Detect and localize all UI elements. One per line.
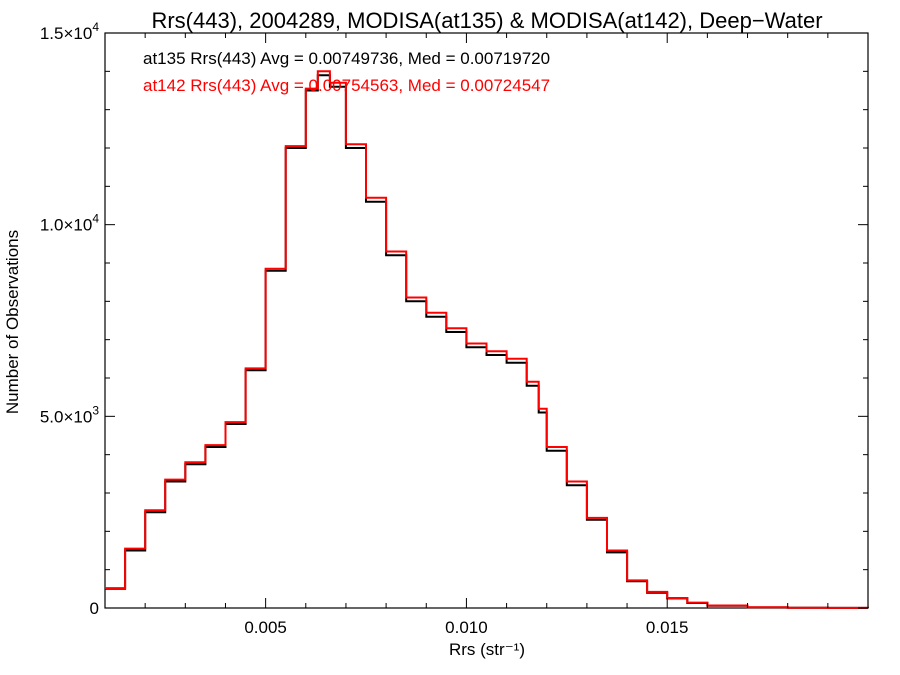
x-axis: 0.005 0.010 0.015	[104, 33, 869, 637]
y-tick-label: 1.5×104	[40, 20, 99, 43]
y-tick-label: 5.0×103	[40, 403, 99, 426]
x-tick-label: 0.015	[646, 618, 689, 637]
plot-border	[104, 32, 869, 609]
legend: at135 Rrs(443) Avg = 0.00749736, Med = 0…	[143, 49, 550, 95]
legend-entry-1: at135 Rrs(443) Avg = 0.00749736, Med = 0…	[143, 49, 550, 68]
legend-entry-2: at142 Rrs(443) Avg = 0.00754563, Med = 0…	[143, 76, 550, 95]
x-axis-label: Rrs (str⁻¹)	[449, 640, 525, 659]
y-axis-label: Number of Observations	[3, 230, 22, 414]
y-tick-label: 1.0×104	[40, 212, 99, 235]
y-tick-mantissa: 0	[90, 599, 99, 618]
x-tick-label: 0.010	[445, 618, 488, 637]
plot-frame	[104, 32, 869, 609]
y-tick-exponent: 4	[92, 20, 99, 34]
y-tick-mantissa: 1.5×10	[40, 24, 92, 43]
y-tick-exponent: 4	[92, 212, 99, 226]
chart-title: Rrs(443), 2004289, MODISA(at135) & MODIS…	[151, 8, 822, 33]
series-1-line	[105, 74, 869, 609]
y-tick-label: 0	[90, 599, 99, 618]
y-tick-mantissa: 1.0×10	[40, 216, 92, 235]
y-tick-exponent: 3	[92, 403, 99, 417]
series-layer	[105, 70, 869, 609]
y-tick-mantissa: 5.0×10	[40, 407, 92, 426]
x-tick-label: 0.005	[244, 618, 287, 637]
series-2-line	[105, 70, 869, 609]
